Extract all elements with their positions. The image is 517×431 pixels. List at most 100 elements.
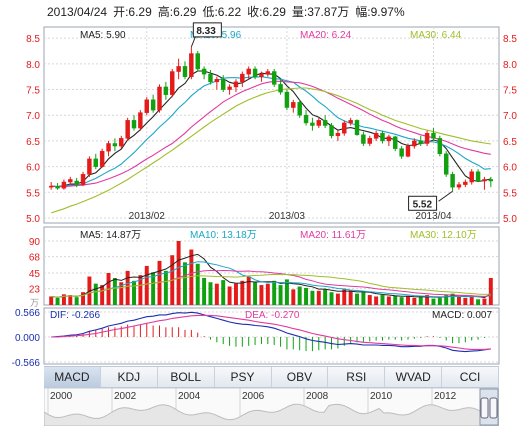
candle-body (233, 81, 239, 88)
candle-body (463, 181, 468, 185)
candle-body (482, 179, 487, 182)
tab-kdj[interactable]: KDJ (101, 367, 158, 387)
volume-y-tick: 90 (29, 237, 41, 248)
volume-bar (176, 241, 181, 305)
price-y-tick-right: 7.5 (503, 86, 517, 97)
volume-y-tick: 23 (29, 285, 41, 296)
high-annotation-label: 8.33 (196, 26, 216, 37)
candle-body (68, 179, 73, 183)
volume-bar (342, 289, 347, 305)
quote-header: 2013/04/24 开:6.29 高:6.29 低:6.22 收:6.29 量:37.8… (47, 3, 411, 20)
volume-bar (425, 295, 430, 305)
candle-body (469, 171, 474, 183)
tab-obv[interactable]: OBV (272, 367, 329, 387)
macd-y-tick: 0.000 (15, 333, 40, 344)
tab-macd[interactable]: MACD (44, 367, 101, 387)
stock-chart[interactable]: MA5: 5.90 MA10: 5.96 MA20: 6.24 MA30: 6.… (0, 0, 517, 366)
price-y-tick-right: 5.0 (503, 214, 517, 225)
volume-bar (476, 299, 481, 305)
candle-body (214, 79, 220, 83)
volume-bar (272, 280, 277, 305)
volume-bar (55, 297, 60, 305)
volume-bar (450, 293, 455, 305)
quote-open: 开:6.29 (113, 5, 152, 19)
volume-bar (125, 270, 130, 305)
candle-body (297, 102, 302, 116)
volume-bar (335, 293, 340, 305)
candle-body (93, 158, 99, 167)
volume-bar (208, 282, 213, 305)
volume-bar (265, 283, 270, 305)
volume-ma5-line (51, 253, 492, 299)
volume-bar (310, 290, 315, 305)
volume-bar (100, 285, 105, 305)
timeline-year-label: 2010 (370, 391, 393, 402)
candle-body (119, 138, 124, 147)
volume-bar (406, 296, 410, 305)
candle-body (322, 120, 328, 126)
tab-psy[interactable]: PSY (215, 367, 272, 387)
candle-body (48, 185, 54, 188)
volume-ma30-line (51, 273, 491, 298)
candle-body (418, 140, 423, 144)
macd-value-label: MACD: 0.007 (432, 310, 492, 321)
candle-body (170, 71, 175, 95)
price-y-tick-right: 6.5 (503, 137, 517, 148)
candle-body (163, 86, 169, 95)
history-timeline[interactable]: 2000 2002 2004 2006 2008 2010 2012 (44, 388, 499, 426)
candle-body (240, 73, 245, 83)
candle-body (208, 73, 213, 83)
volume-bar (482, 298, 487, 305)
candle-body (112, 143, 118, 147)
quote-volume: 量:37.87万 (291, 5, 350, 19)
price-y-tick-right: 6.0 (503, 163, 517, 174)
candle-body (106, 143, 111, 152)
candle-body (291, 102, 296, 108)
low-annotation: 5.52 (408, 190, 453, 211)
price-x-tick: 2013/02 (129, 211, 166, 222)
volume-bar (329, 292, 334, 305)
candle-body (201, 68, 207, 75)
macd-y-tick: 0.566 (15, 308, 40, 319)
volume-bar (431, 298, 436, 305)
volume-bar (361, 292, 366, 305)
candle-body (303, 114, 309, 124)
candle-body (99, 150, 105, 167)
volume-bar (393, 295, 398, 305)
tab-wvad[interactable]: WVAD (385, 367, 443, 387)
volume-bar (163, 270, 168, 305)
candle-body (329, 125, 334, 137)
timeline-handle-left-icon[interactable] (480, 397, 489, 419)
volume-bar (463, 297, 468, 305)
candle-body (150, 99, 156, 111)
candle-body (393, 136, 398, 149)
ma5-label: MA5: 5.90 (80, 30, 126, 41)
candle-body (380, 132, 385, 142)
tab-cci[interactable]: CCI (442, 367, 499, 387)
candle-body (335, 132, 341, 137)
candle-body (259, 73, 264, 77)
volume-bar (119, 282, 124, 305)
volume-bar (240, 280, 245, 305)
price-ma-lines (51, 70, 491, 214)
price-y-tick-left: 5.0 (26, 214, 40, 225)
timeline-year-label: 2008 (306, 391, 329, 402)
candle-body (475, 171, 481, 182)
candle-body (488, 179, 494, 182)
timeline-handle-right-icon[interactable] (489, 397, 498, 419)
volume-y-tick: 45 (29, 269, 41, 280)
macd-panel (43, 307, 500, 365)
tab-rsi[interactable]: RSI (328, 367, 386, 387)
tab-boll[interactable]: BOLL (158, 367, 215, 387)
candle-body (125, 120, 130, 139)
price-y-tick-left: 7.5 (26, 86, 40, 97)
volume-bar (469, 295, 474, 305)
price-y-tick-left: 8.0 (26, 60, 40, 71)
timeline-history-area (44, 403, 499, 426)
candle-body (131, 120, 137, 129)
candle-body (265, 71, 271, 75)
candle-body (80, 174, 86, 185)
volume-bar (259, 285, 264, 305)
candle-body (437, 138, 443, 155)
volume-bar (246, 276, 251, 305)
